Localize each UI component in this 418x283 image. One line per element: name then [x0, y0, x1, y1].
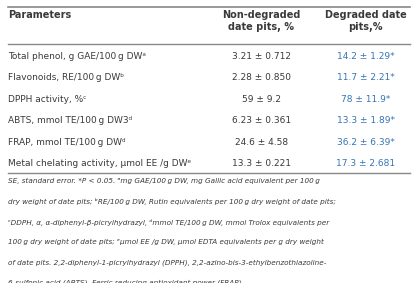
Text: 6-sulfonic acid (ABTS), Ferric reducing antioxidant power (FRAP).: 6-sulfonic acid (ABTS), Ferric reducing … — [8, 280, 244, 283]
Text: 3.21 ± 0.712: 3.21 ± 0.712 — [232, 52, 291, 61]
Text: 100 g dry weight of date pits; ᵉμmol EE /g DW, μmol EDTA equivalents per g dry w: 100 g dry weight of date pits; ᵉμmol EE … — [8, 239, 324, 245]
Text: 2.28 ± 0.850: 2.28 ± 0.850 — [232, 73, 291, 82]
Text: 13.3 ± 1.89*: 13.3 ± 1.89* — [337, 116, 395, 125]
Text: 11.7 ± 2.21*: 11.7 ± 2.21* — [337, 73, 395, 82]
Text: 6.23 ± 0.361: 6.23 ± 0.361 — [232, 116, 291, 125]
Text: Parameters: Parameters — [8, 10, 71, 20]
Text: 36.2 ± 6.39*: 36.2 ± 6.39* — [337, 138, 395, 147]
Text: of date pits. 2,2-diphenyl-1-picrylhydrazyl (DPPH), 2,2-azino-bis-3-ethylbenzoth: of date pits. 2,2-diphenyl-1-picrylhydra… — [8, 260, 327, 266]
Text: 14.2 ± 1.29*: 14.2 ± 1.29* — [337, 52, 395, 61]
Text: Metal chelating activity, μmol EE /g DWᵉ: Metal chelating activity, μmol EE /g DWᵉ — [8, 159, 191, 168]
Text: Degraded date
pits,%: Degraded date pits,% — [325, 10, 407, 31]
Text: Non-degraded
date pits, %: Non-degraded date pits, % — [222, 10, 301, 31]
Text: ABTS, mmol TE/100 g DW3ᵈ: ABTS, mmol TE/100 g DW3ᵈ — [8, 116, 133, 125]
Text: DPPH activity, %ᶜ: DPPH activity, %ᶜ — [8, 95, 87, 104]
Text: Flavonoids, RE/100 g DWᵇ: Flavonoids, RE/100 g DWᵇ — [8, 73, 125, 82]
Text: 24.6 ± 4.58: 24.6 ± 4.58 — [234, 138, 288, 147]
Text: 13.3 ± 0.221: 13.3 ± 0.221 — [232, 159, 291, 168]
Text: 17.3 ± 2.681: 17.3 ± 2.681 — [336, 159, 395, 168]
Text: dry weight of date pits; ᵇRE/100 g DW, Rutin equivalents per 100 g dry weight of: dry weight of date pits; ᵇRE/100 g DW, R… — [8, 198, 336, 205]
Text: ᶜDDPH, α, α-diphenyl-β-picrylhydrazyl, ᵈmmol TE/100 g DW, mmol Trolox equivalent: ᶜDDPH, α, α-diphenyl-β-picrylhydrazyl, ᵈ… — [8, 219, 330, 226]
Text: 78 ± 11.9*: 78 ± 11.9* — [341, 95, 390, 104]
Text: SE, standard error. *P < 0.05. ᵃmg GAE/100 g DW, mg Gallic acid equivalent per 1: SE, standard error. *P < 0.05. ᵃmg GAE/1… — [8, 178, 320, 184]
Text: 59 ± 9.2: 59 ± 9.2 — [242, 95, 281, 104]
Text: Total phenol, g GAE/100 g DWᵃ: Total phenol, g GAE/100 g DWᵃ — [8, 52, 146, 61]
Text: FRAP, mmol TE/100 g DWᵈ: FRAP, mmol TE/100 g DWᵈ — [8, 138, 126, 147]
